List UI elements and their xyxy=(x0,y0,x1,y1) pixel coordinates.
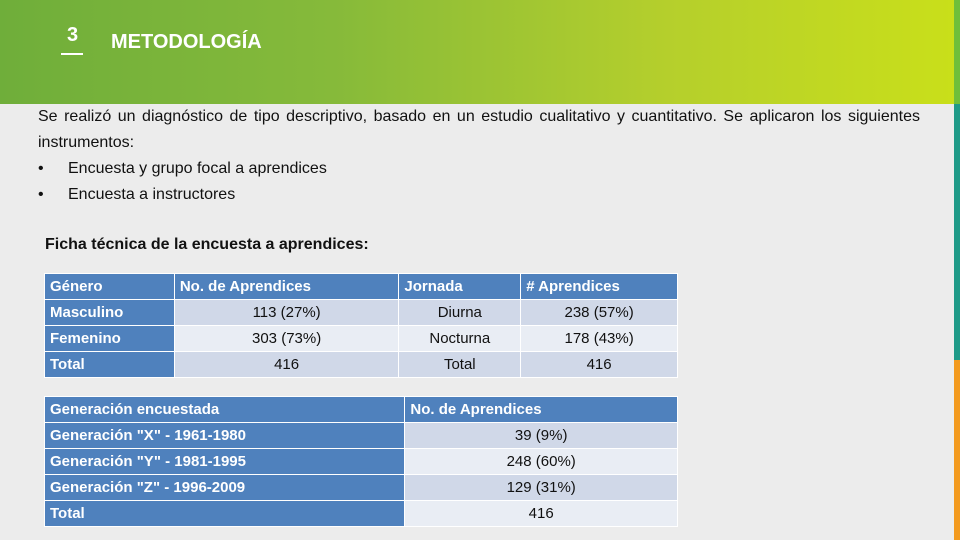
column-header: No. de Aprendices xyxy=(173,273,400,300)
table-cell: 113 (27%) xyxy=(173,299,400,326)
table-cell: Nocturna xyxy=(398,325,522,352)
row-label: Generación "Z" - 1996-2009 xyxy=(43,474,406,501)
table-cell: 39 (9%) xyxy=(404,422,678,449)
row-label: Generación "X" - 1961-1980 xyxy=(43,422,406,449)
table-cell: 303 (73%) xyxy=(173,325,400,352)
table-cell: 178 (43%) xyxy=(520,325,678,352)
column-header: Generación encuestada xyxy=(43,396,406,423)
table-row: Femenino 303 (73%) Nocturna 178 (43%) xyxy=(44,325,678,352)
intro-paragraph: Se realizó un diagnóstico de tipo descri… xyxy=(38,108,920,151)
list-item: • Encuesta a instructores xyxy=(38,182,327,208)
table-cell: Diurna xyxy=(398,299,522,326)
table-cell: 248 (60%) xyxy=(404,448,678,475)
table-cell: 416 xyxy=(520,351,678,378)
row-label: Masculino xyxy=(44,299,175,326)
generations-table: Generación encuestada No. de Aprendices … xyxy=(43,396,678,527)
section-number-underline xyxy=(61,53,83,55)
technical-sheet-title: Ficha técnica de la encuesta a aprendice… xyxy=(45,236,369,253)
row-label: Femenino xyxy=(44,325,175,352)
section-title: METODOLOGÍA xyxy=(111,31,262,53)
table-cell: Total xyxy=(398,351,522,378)
instrument-list: • Encuesta y grupo focal a aprendices • En… xyxy=(38,156,327,208)
list-item-text: Encuesta y grupo focal a aprendices xyxy=(68,160,327,177)
table-row: Total 416 Total 416 xyxy=(44,351,678,378)
list-item: • Encuesta y grupo focal a aprendices xyxy=(38,156,327,182)
column-header: # Aprendices xyxy=(520,273,678,300)
bullet-icon: • xyxy=(38,160,44,177)
column-header: Jornada xyxy=(398,273,522,300)
bullet-icon: • xyxy=(38,186,44,203)
table-cell: 416 xyxy=(173,351,400,378)
list-item-text: Encuesta a instructores xyxy=(68,186,236,203)
edge-accent-teal xyxy=(954,104,960,360)
header-band xyxy=(0,0,954,104)
table-header-row: Género No. de Aprendices Jornada # Apren… xyxy=(44,273,678,300)
row-label: Total xyxy=(44,351,175,378)
apprentices-table: Género No. de Aprendices Jornada # Apren… xyxy=(44,273,678,378)
row-label: Total xyxy=(43,500,406,527)
table-row: Total 416 xyxy=(43,500,678,527)
section-number: 3 xyxy=(67,24,79,46)
table-cell: 238 (57%) xyxy=(520,299,678,326)
row-label: Generación "Y" - 1981-1995 xyxy=(43,448,406,475)
edge-accent-orange xyxy=(954,360,960,540)
column-header: No. de Aprendices xyxy=(404,396,678,423)
table-cell: 129 (31%) xyxy=(404,474,678,501)
column-header: Género xyxy=(44,273,175,300)
table-row: Generación "Z" - 1996-2009 129 (31%) xyxy=(43,474,678,501)
table-header-row: Generación encuestada No. de Aprendices xyxy=(43,396,678,423)
table-cell: 416 xyxy=(404,500,678,527)
edge-accent-green xyxy=(954,0,960,104)
table-row: Generación "Y" - 1981-1995 248 (60%) xyxy=(43,448,678,475)
table-row: Masculino 113 (27%) Diurna 238 (57%) xyxy=(44,299,678,326)
table-row: Generación "X" - 1961-1980 39 (9%) xyxy=(43,422,678,449)
